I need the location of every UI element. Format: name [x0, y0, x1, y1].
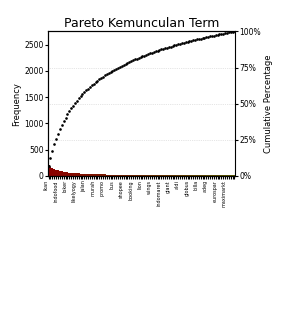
- Bar: [134, 175, 136, 176]
- Bar: [200, 175, 202, 176]
- Y-axis label: Frequency: Frequency: [12, 82, 21, 126]
- Bar: [83, 174, 85, 176]
- Bar: [189, 175, 190, 176]
- Bar: [85, 174, 87, 176]
- Bar: [66, 172, 68, 176]
- Bar: [147, 175, 149, 176]
- Bar: [164, 175, 166, 176]
- Bar: [52, 168, 53, 176]
- Bar: [95, 174, 97, 176]
- Bar: [113, 175, 115, 176]
- Bar: [68, 173, 70, 176]
- Bar: [185, 175, 187, 176]
- Bar: [97, 174, 98, 176]
- Bar: [130, 175, 132, 176]
- Bar: [127, 175, 128, 176]
- Bar: [48, 165, 49, 176]
- Bar: [143, 175, 145, 176]
- Bar: [156, 175, 159, 176]
- Bar: [160, 175, 162, 176]
- Bar: [140, 175, 142, 176]
- Bar: [194, 175, 196, 176]
- Bar: [187, 175, 188, 176]
- Bar: [149, 175, 151, 176]
- Bar: [100, 174, 102, 176]
- Y-axis label: Cumulative Percentage: Cumulative Percentage: [264, 54, 273, 153]
- Bar: [63, 172, 65, 176]
- Bar: [190, 175, 192, 176]
- Bar: [93, 174, 94, 176]
- Bar: [123, 175, 125, 176]
- Bar: [104, 175, 106, 176]
- Bar: [98, 174, 100, 176]
- Bar: [119, 175, 121, 176]
- Bar: [72, 173, 74, 176]
- Bar: [138, 175, 140, 176]
- Bar: [57, 171, 59, 176]
- Bar: [153, 175, 155, 176]
- Bar: [183, 175, 185, 176]
- Bar: [111, 175, 113, 176]
- Bar: [106, 175, 108, 176]
- Bar: [145, 175, 147, 176]
- Bar: [166, 175, 168, 176]
- Bar: [110, 175, 111, 176]
- Bar: [177, 175, 179, 176]
- Bar: [151, 175, 153, 176]
- Bar: [175, 175, 177, 176]
- Bar: [162, 175, 164, 176]
- Bar: [181, 175, 183, 176]
- Title: Pareto Kemunculan Term: Pareto Kemunculan Term: [64, 17, 219, 30]
- Bar: [81, 174, 83, 176]
- Bar: [172, 175, 173, 176]
- Bar: [102, 175, 104, 176]
- Bar: [78, 173, 80, 176]
- Bar: [55, 170, 57, 176]
- Bar: [192, 175, 194, 176]
- Bar: [168, 175, 170, 176]
- Bar: [132, 175, 134, 176]
- Bar: [74, 173, 76, 176]
- Bar: [196, 175, 198, 176]
- Bar: [70, 173, 72, 176]
- Bar: [91, 174, 93, 176]
- Bar: [59, 171, 61, 176]
- Bar: [108, 175, 110, 176]
- Bar: [142, 175, 143, 176]
- Bar: [89, 174, 91, 176]
- Bar: [170, 175, 172, 176]
- Bar: [87, 174, 89, 176]
- Bar: [61, 171, 63, 176]
- Bar: [121, 175, 123, 176]
- Bar: [53, 169, 55, 176]
- Bar: [76, 173, 78, 176]
- Bar: [65, 172, 66, 176]
- Bar: [80, 174, 81, 176]
- Bar: [125, 175, 127, 176]
- Bar: [155, 175, 156, 176]
- Bar: [159, 175, 160, 176]
- Bar: [117, 175, 119, 176]
- Bar: [49, 167, 52, 176]
- Bar: [179, 175, 181, 176]
- Bar: [198, 175, 200, 176]
- Bar: [115, 175, 117, 176]
- Bar: [136, 175, 138, 176]
- Bar: [173, 175, 175, 176]
- Bar: [128, 175, 130, 176]
